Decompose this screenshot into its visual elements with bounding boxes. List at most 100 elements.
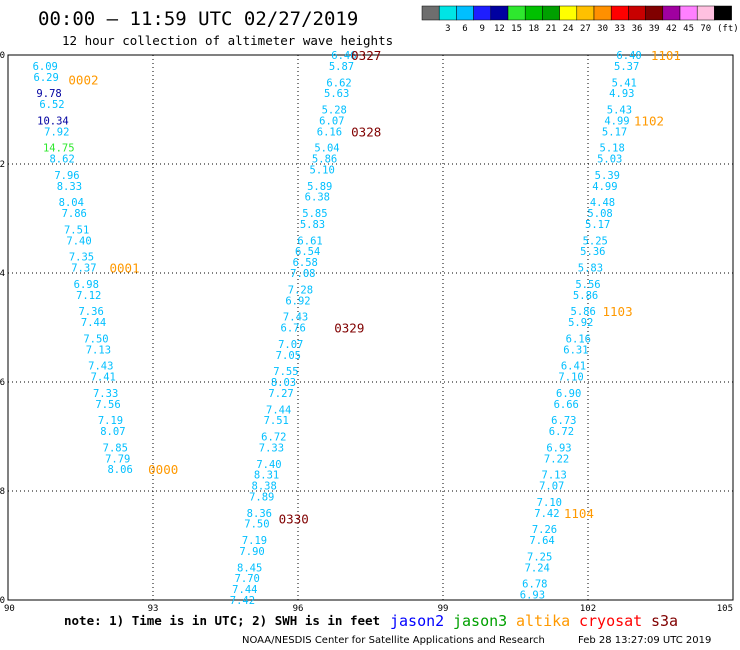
wave-height-value: 5.86	[573, 290, 598, 302]
wave-height-value: 7.70	[235, 573, 260, 585]
wave-height-value: 5.86	[312, 154, 337, 166]
wave-height-value: 7.44	[266, 404, 291, 416]
y-tick-label: -20	[0, 596, 5, 606]
wave-height-value: 4.48	[590, 197, 615, 209]
wave-height-value: 7.55	[273, 366, 298, 378]
wave-height-value: 7.56	[95, 399, 120, 411]
wave-height-value: 5.85	[302, 208, 327, 220]
wave-height-value: 6.46	[331, 50, 356, 62]
x-tick-label: 90	[4, 604, 15, 614]
wave-height-value: 5.83	[300, 219, 325, 231]
wave-height-value: 6.76	[281, 323, 306, 335]
wave-height-value: 8.04	[59, 197, 84, 209]
pass-time-label: 1101	[651, 48, 681, 63]
wave-height-value: 6.98	[74, 279, 99, 291]
wave-height-value: 5.25	[583, 235, 608, 247]
wave-height-value: 6.73	[551, 415, 576, 427]
x-tick-label: 105	[717, 604, 733, 614]
wave-height-value: 6.40	[616, 50, 641, 62]
wave-height-value: 7.40	[256, 459, 281, 471]
wave-height-points: 6.096.299.786.5210.347.9214.758.627.968.…	[33, 50, 642, 607]
scale-swatch	[645, 5, 664, 21]
y-tick-label: -14	[0, 269, 5, 279]
scale-label: 70	[700, 24, 711, 34]
wave-height-value: 8.36	[247, 508, 272, 520]
wave-height-value: 7.41	[91, 372, 116, 384]
wave-height-value: 6.41	[561, 361, 586, 373]
wave-height-value: 7.13	[542, 470, 567, 482]
wave-height-value: 6.16	[566, 333, 591, 345]
note-text: note: 1) Time is in UTC; 2) SWH is in fe…	[64, 613, 380, 628]
satellite-jason3: jason3	[453, 612, 507, 630]
wave-height-value: 7.40	[66, 235, 91, 247]
scale-swatch	[542, 5, 560, 21]
wave-height-value: 8.07	[100, 426, 125, 438]
wave-height-value: 7.86	[62, 208, 87, 220]
scale-swatch	[421, 5, 440, 21]
wave-height-value: 7.92	[44, 126, 69, 138]
wave-height-value: 7.19	[98, 415, 123, 427]
wave-height-value: 7.22	[544, 453, 569, 465]
wave-height-value: 8.62	[49, 154, 74, 166]
scale-label: 33	[614, 24, 625, 34]
wave-height-value: 6.93	[546, 442, 571, 454]
wave-height-value: 5.04	[314, 143, 339, 155]
wave-height-value: 7.51	[64, 224, 89, 236]
wave-height-value: 5.39	[595, 170, 620, 182]
wave-height-value: 7.44	[81, 317, 106, 329]
wave-height-value: 6.54	[295, 246, 320, 258]
satellite-cryosat: cryosat	[579, 612, 642, 630]
scale-swatch	[679, 5, 698, 21]
wave-height-value: 5.36	[580, 246, 605, 258]
pass-time-label: 0329	[334, 321, 364, 336]
wave-height-value: 7.36	[78, 306, 103, 318]
wave-height-value: 7.79	[105, 453, 130, 465]
wave-height-value: 5.89	[307, 181, 332, 193]
wave-height-value: 7.05	[276, 350, 301, 362]
x-tick-label: 96	[293, 604, 304, 614]
wave-height-value: 5.83	[578, 263, 603, 275]
y-tick-label: -12	[0, 160, 5, 170]
wave-height-value: 8.03	[271, 377, 296, 389]
wave-height-value: 7.89	[249, 491, 274, 503]
grid-lines	[8, 55, 733, 600]
wave-height-value: 4.99	[604, 115, 629, 127]
pass-time-label: 0328	[351, 124, 381, 139]
y-tick-label: -18	[0, 487, 5, 497]
scale-swatch	[628, 5, 646, 21]
satellite-altika: altika	[516, 612, 570, 630]
wave-height-value: 7.08	[290, 268, 315, 280]
wave-height-value: 6.16	[317, 126, 342, 138]
chart-title: 00:00 – 11:59 UTC 02/27/2019	[38, 8, 358, 30]
wave-height-value: 5.41	[612, 77, 637, 89]
scale-swatch	[507, 5, 526, 21]
x-tick-label: 99	[438, 604, 449, 614]
scale-label: 24	[563, 24, 574, 34]
wave-height-value: 7.07	[278, 339, 303, 351]
wave-height-value: 7.33	[259, 442, 284, 454]
wave-height-value: 8.31	[254, 470, 279, 482]
wave-height-value: 7.90	[239, 546, 264, 558]
x-tick-label: 102	[580, 604, 596, 614]
scale-swatch	[662, 5, 681, 21]
pass-time-label: 0001	[110, 261, 140, 276]
y-tick-label: -10	[0, 51, 5, 61]
wave-height-value: 5.87	[329, 61, 354, 73]
wave-height-value: 7.50	[83, 333, 108, 345]
scale-label: 27	[580, 24, 591, 34]
scale-swatch	[473, 5, 492, 21]
wave-height-value: 6.72	[261, 432, 286, 444]
wave-height-value: 8.06	[107, 464, 132, 476]
scale-swatch	[456, 5, 474, 21]
pass-labels: 0002 0001 0000 0327 0328 0329 0330 1101 1102 1103…	[68, 48, 681, 526]
wave-height-value: 6.92	[285, 295, 310, 307]
wave-height-value: 4.99	[592, 181, 617, 193]
footer-timestamp: Feb 28 13:27:09 UTC 2019	[578, 635, 711, 646]
wave-height-value: 5.43	[607, 105, 632, 117]
wave-height-value: 7.28	[288, 284, 313, 296]
scale-label: 12	[494, 24, 505, 34]
satellite-legend: jason2 jason3 altika cryosat s3a	[390, 612, 678, 630]
wave-height-value: 8.38	[252, 481, 277, 493]
pass-time-label: 0002	[68, 73, 98, 88]
scale-swatch	[593, 5, 612, 21]
